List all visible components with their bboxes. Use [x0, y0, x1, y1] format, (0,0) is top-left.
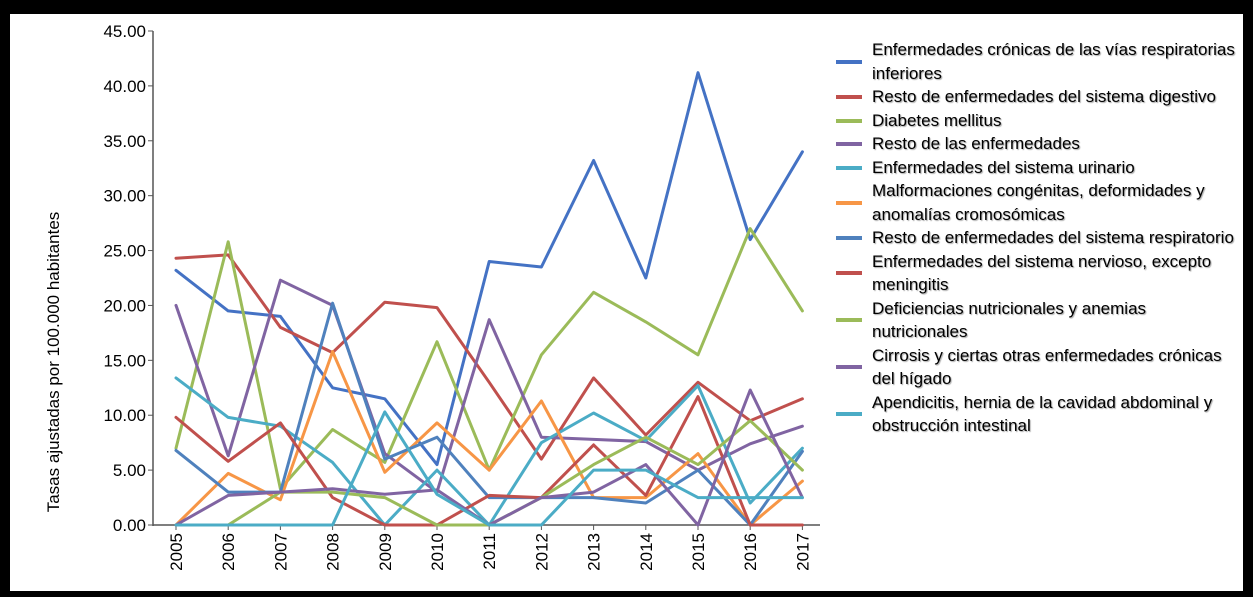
- series-line-8: [174, 395, 804, 527]
- series-line-5: [174, 376, 804, 527]
- y-tick-label: 35.00: [103, 132, 146, 151]
- chart-frame: Tasas ajustadas por 100.000 habitantes 0…: [10, 14, 1243, 591]
- legend-item: Diabetes mellitus: [836, 109, 1236, 133]
- legend-item: Apendicitis, hernia de la cavidad abdomi…: [836, 391, 1236, 438]
- x-tick-label: 2011: [480, 533, 499, 570]
- series-line-6: [174, 350, 804, 527]
- x-tick-label: 2009: [376, 533, 395, 571]
- y-tick-label: 30.00: [103, 187, 146, 206]
- legend-item: Enfermedades del sistema nervioso, excep…: [836, 250, 1236, 297]
- series-line-2: [174, 253, 804, 461]
- legend-item: Enfermedades crónicas de las vías respir…: [836, 38, 1236, 85]
- x-tick-label: 2012: [532, 533, 551, 571]
- x-tick-label: 2008: [324, 533, 343, 571]
- y-tick-label: 45.00: [103, 22, 146, 41]
- legend-label: Enfermedades del sistema nervioso, excep…: [872, 251, 1212, 295]
- x-tick-label: 2006: [219, 533, 238, 571]
- legend-swatch: [836, 200, 862, 205]
- legend-label: Apendicitis, hernia de la cavidad abdomi…: [872, 392, 1213, 436]
- legend-label: Diabetes mellitus: [872, 110, 1002, 130]
- legend: Enfermedades crónicas de las vías respir…: [836, 38, 1236, 438]
- y-tick-label: 5.00: [113, 461, 146, 480]
- legend-swatch: [836, 236, 862, 240]
- y-tick-label: 20.00: [103, 296, 146, 315]
- legend-item: Malformaciones congénitas, deformidades …: [836, 179, 1236, 226]
- legend-item: Resto de las enfermedades: [836, 132, 1236, 156]
- legend-label: Deficiencias nutricionales y anemias nut…: [872, 298, 1147, 342]
- legend-label: Cirrosis y ciertas otras enfermedades cr…: [872, 345, 1222, 389]
- legend-swatch: [836, 318, 862, 322]
- x-tick-label: 2005: [167, 533, 186, 571]
- legend-item: Resto de enfermedades del sistema digest…: [836, 85, 1236, 109]
- series-line-4: [174, 278, 804, 494]
- series-line-1: [174, 71, 804, 467]
- x-tick-label: 2016: [741, 533, 760, 571]
- y-tick-label: 0.00: [113, 516, 146, 535]
- legend-item: Enfermedades del sistema urinario: [836, 156, 1236, 180]
- x-tick-label: 2013: [585, 533, 604, 571]
- y-tick-label: 40.00: [103, 77, 146, 96]
- legend-label: Resto de las enfermedades: [872, 134, 1080, 153]
- y-tick-label: 10.00: [103, 406, 146, 425]
- x-tick-label: 2014: [637, 533, 656, 571]
- legend-item: Deficiencias nutricionales y anemias nut…: [836, 297, 1236, 344]
- x-tick-label: 2010: [428, 533, 447, 571]
- legend-swatch: [836, 118, 862, 123]
- y-tick-label: 25.00: [103, 242, 146, 261]
- y-tick-label: 15.00: [103, 351, 146, 370]
- legend-label: Malformaciones congénitas, deformidades …: [872, 181, 1205, 224]
- x-tick-label: 2017: [793, 533, 812, 571]
- legend-label: Enfermedades crónicas de las vías respir…: [872, 40, 1235, 83]
- legend-swatch: [836, 365, 862, 369]
- legend-swatch: [836, 59, 862, 64]
- legend-item: Resto de enfermedades del sistema respir…: [836, 226, 1236, 250]
- legend-swatch: [836, 412, 862, 416]
- legend-item: Cirrosis y ciertas otras enfermedades cr…: [836, 344, 1236, 391]
- x-tick-label: 2015: [689, 533, 708, 571]
- x-tick-label: 2007: [271, 533, 290, 571]
- legend-swatch: [836, 271, 862, 275]
- legend-swatch: [836, 95, 862, 99]
- legend-swatch: [836, 142, 862, 146]
- line-chart: 0.00 5.00 10.00 15.00 20.00 25.00 30.00 35.00 40…: [103, 22, 820, 571]
- legend-label: Enfermedades del sistema urinario: [872, 157, 1135, 177]
- legend-label: Resto de enfermedades del sistema respir…: [872, 228, 1234, 247]
- legend-label: Resto de enfermedades del sistema digest…: [872, 87, 1216, 106]
- legend-swatch: [836, 165, 862, 170]
- series-line-11: [174, 410, 804, 527]
- series-line-3: [174, 227, 804, 491]
